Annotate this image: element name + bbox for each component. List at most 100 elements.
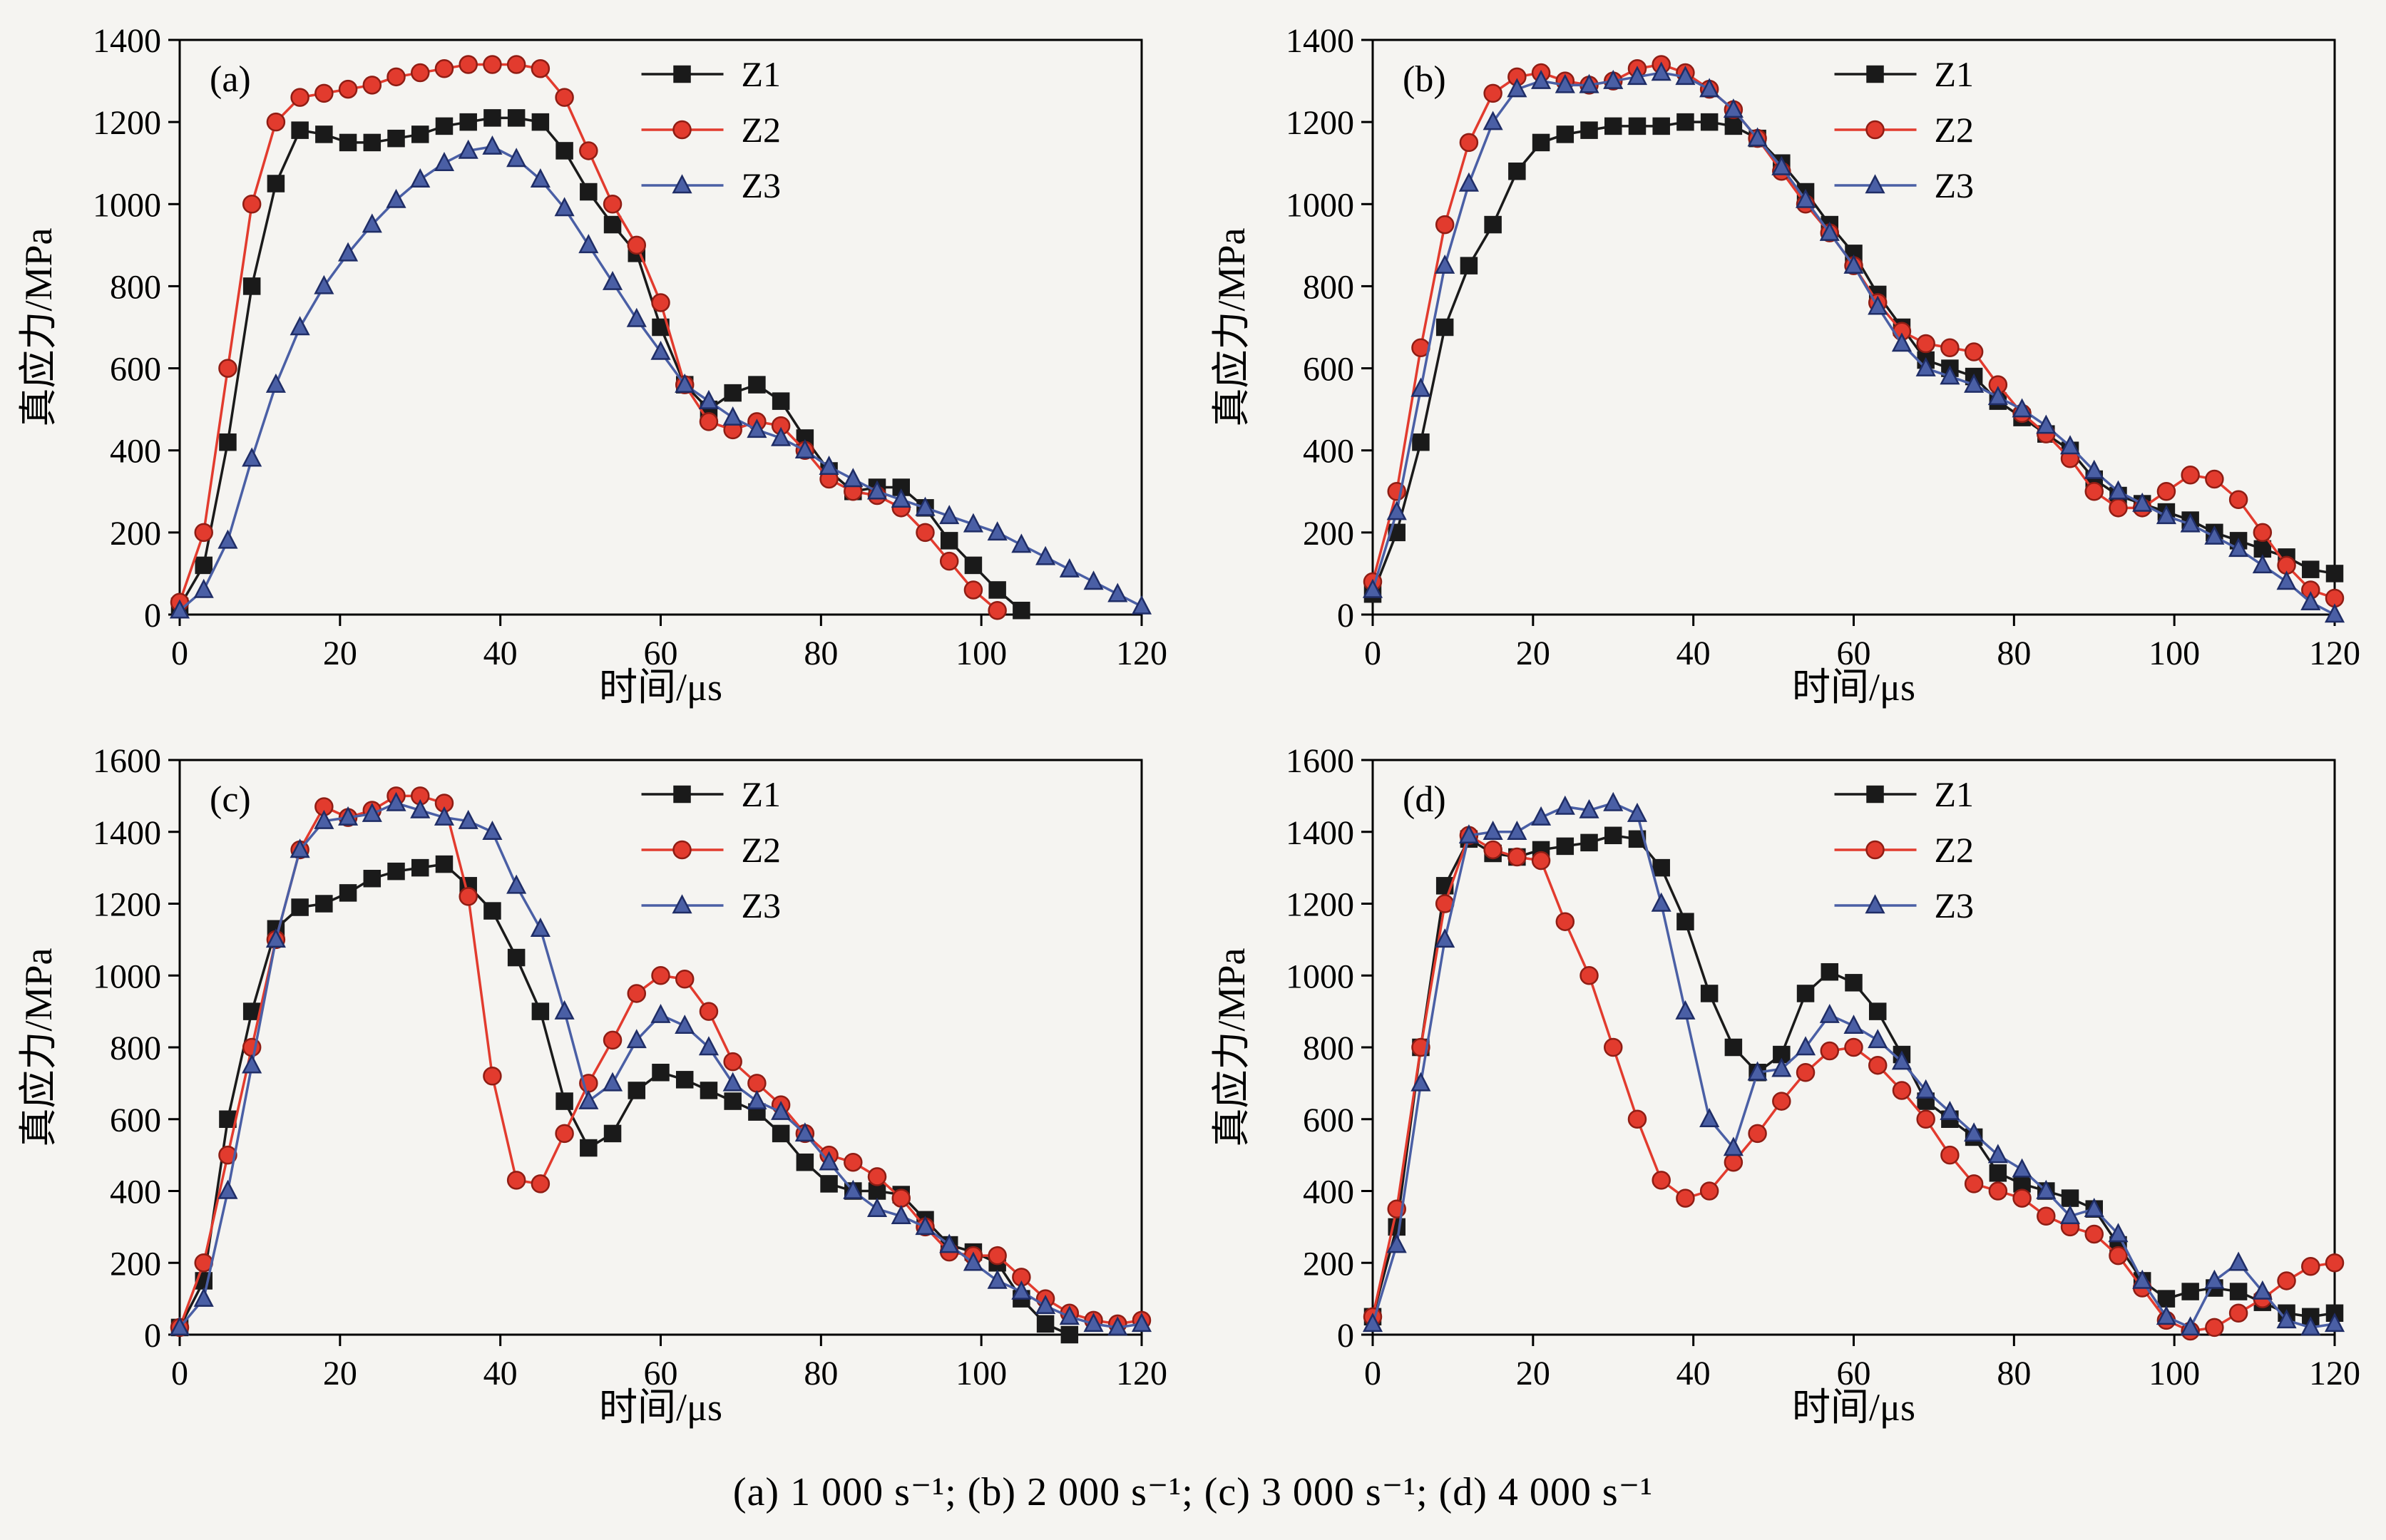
legend: Z1 Z2 Z3 bbox=[641, 54, 781, 205]
series-line bbox=[1371, 833, 2335, 1333]
data-point-marker bbox=[724, 1092, 742, 1110]
data-point-marker bbox=[650, 340, 671, 360]
data-point-marker bbox=[217, 1179, 238, 1199]
y-axis-tick-label: 1200 bbox=[93, 886, 161, 924]
data-point-marker bbox=[2059, 1205, 2081, 1225]
data-point-marker bbox=[555, 1124, 574, 1144]
data-point-marker bbox=[2324, 1313, 2345, 1333]
data-point-marker bbox=[315, 895, 333, 913]
data-point-marker bbox=[1508, 162, 1526, 180]
legend-marker bbox=[672, 894, 692, 914]
data-point-marker bbox=[1771, 1057, 1792, 1077]
x-axis-tick-label: 0 bbox=[171, 1355, 188, 1392]
data-point-marker bbox=[1035, 545, 1056, 565]
legend-label: Z2 bbox=[742, 830, 782, 870]
legend-label: Z3 bbox=[1935, 165, 1975, 205]
y-axis-tick-label: 200 bbox=[1303, 515, 1354, 553]
y-axis-tick-label: 1200 bbox=[93, 104, 161, 142]
data-point-marker bbox=[1131, 1313, 1152, 1333]
data-point-marker bbox=[1819, 221, 1840, 241]
data-point-marker bbox=[2325, 1253, 2345, 1273]
x-axis-tick-label: 100 bbox=[2149, 635, 2200, 672]
data-point-marker bbox=[964, 556, 983, 575]
y-axis-tick-label: 400 bbox=[1303, 1174, 1354, 1211]
data-point-marker bbox=[1940, 1145, 1960, 1165]
data-point-marker bbox=[193, 1287, 214, 1307]
data-point-marker bbox=[771, 1100, 792, 1120]
data-point-marker bbox=[722, 406, 743, 426]
data-point-marker bbox=[194, 523, 213, 543]
data-point-marker bbox=[626, 1029, 647, 1049]
data-point-marker bbox=[482, 135, 503, 155]
legend-marker bbox=[1865, 174, 1885, 194]
data-point-marker bbox=[1627, 66, 1648, 86]
legend-label: Z3 bbox=[742, 885, 782, 925]
chart-d-svg: 0 20 40 60 80 100 1200200400600800100012001400… bbox=[1210, 742, 2360, 1429]
data-point-marker bbox=[939, 551, 959, 571]
data-point-marker bbox=[387, 129, 405, 148]
data-point-marker bbox=[796, 1153, 814, 1171]
legend-marker bbox=[1866, 65, 1884, 83]
data-point-marker bbox=[2132, 1269, 2153, 1289]
data-point-marker bbox=[217, 529, 238, 549]
data-point-marker bbox=[2084, 482, 2104, 501]
data-point-marker bbox=[266, 112, 286, 132]
chart-b-svg: 0 20 40 60 80 100 1200200400600800100012001400… bbox=[1210, 22, 2360, 709]
data-point-marker bbox=[1723, 98, 1744, 118]
y-axis-tick-label: 800 bbox=[1303, 268, 1354, 306]
x-axis-tick-label: 120 bbox=[2309, 1355, 2360, 1392]
y-axis-label: 真应力/MPa bbox=[1210, 227, 1253, 426]
x-axis-tick-label: 20 bbox=[1516, 1355, 1550, 1392]
data-point-marker bbox=[195, 556, 213, 575]
data-point-marker bbox=[1795, 188, 1816, 208]
data-point-marker bbox=[724, 384, 742, 402]
data-point-marker bbox=[2276, 570, 2297, 590]
y-axis-tick-label: 0 bbox=[1337, 597, 1354, 635]
data-point-marker bbox=[1748, 1124, 1767, 1144]
y-axis-label: 真应力/MPa bbox=[17, 227, 60, 426]
data-point-marker bbox=[506, 1171, 526, 1190]
data-point-marker bbox=[1059, 558, 1080, 578]
data-point-marker bbox=[1676, 1189, 1695, 1208]
data-point-marker bbox=[1724, 1152, 1744, 1172]
x-axis-label: 时间/μs bbox=[599, 666, 722, 709]
data-point-marker bbox=[1628, 117, 1647, 135]
data-point-marker bbox=[219, 433, 237, 451]
data-point-marker bbox=[242, 277, 261, 295]
series-Z3 bbox=[169, 135, 1152, 619]
x-axis-tick-label: 40 bbox=[483, 1355, 518, 1392]
data-point-marker bbox=[1627, 1109, 1647, 1129]
data-point-marker bbox=[987, 1269, 1008, 1289]
data-point-marker bbox=[2108, 480, 2129, 500]
y-axis-tick-label: 0 bbox=[1337, 1317, 1354, 1355]
y-axis-tick-label: 400 bbox=[110, 433, 161, 471]
legend-label: Z2 bbox=[1935, 830, 1975, 870]
data-point-marker bbox=[265, 373, 286, 393]
y-axis-tick-label: 200 bbox=[110, 1245, 161, 1283]
data-point-marker bbox=[1771, 155, 1792, 175]
series-Z3 bbox=[169, 791, 1152, 1336]
legend-label: Z1 bbox=[1935, 774, 1975, 814]
data-point-marker bbox=[1579, 799, 1599, 818]
series-Z2 bbox=[170, 786, 1152, 1338]
data-point-marker bbox=[1964, 1174, 1984, 1194]
legend-label: Z1 bbox=[1935, 54, 1975, 94]
data-point-marker bbox=[1460, 257, 1478, 274]
data-point-marker bbox=[1916, 1109, 1935, 1129]
data-point-marker bbox=[988, 600, 1007, 620]
data-point-marker bbox=[820, 1175, 838, 1193]
data-point-marker bbox=[1699, 1181, 1719, 1201]
data-point-marker bbox=[2156, 482, 2176, 501]
x-axis-tick-label: 100 bbox=[956, 1355, 1007, 1392]
data-point-marker bbox=[940, 532, 958, 550]
data-point-marker bbox=[314, 274, 334, 294]
data-point-marker bbox=[314, 83, 334, 103]
data-point-marker bbox=[1940, 338, 1960, 358]
data-point-marker bbox=[2180, 513, 2201, 533]
data-point-marker bbox=[1579, 73, 1599, 93]
data-point-marker bbox=[891, 1205, 911, 1225]
legend-marker bbox=[1865, 840, 1885, 860]
data-point-marker bbox=[435, 855, 454, 873]
data-point-marker bbox=[1795, 1036, 1816, 1056]
legend-label: Z1 bbox=[742, 774, 782, 814]
